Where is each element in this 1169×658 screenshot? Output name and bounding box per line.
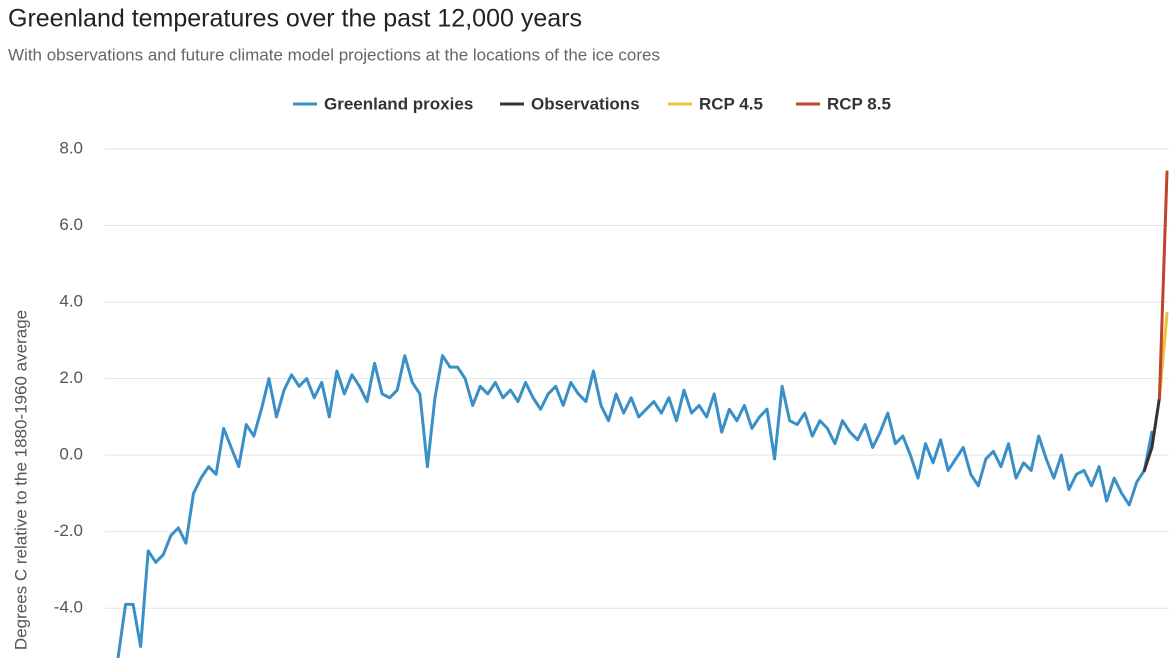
line-series <box>116 354 1154 658</box>
line-series <box>1157 170 1169 400</box>
chart-title: Greenland temperatures over the past 12,… <box>8 5 582 33</box>
legend: Greenland proxies Observations RCP 4.5 RCP … <box>293 94 891 113</box>
chart-subtitle: With observations and future climate mod… <box>8 45 660 64</box>
y-tick-label: 4.0 <box>59 292 83 311</box>
y-tick-label: 2.0 <box>59 368 83 387</box>
grid: -4.0 -2.0 0.0 2.0 4.0 6.0 8.0 <box>54 138 1169 617</box>
y-axis-label: Degrees C relative to the 1880-1960 aver… <box>11 310 30 650</box>
y-tick-label: 6.0 <box>59 215 83 234</box>
y-tick-label: 8.0 <box>59 138 83 157</box>
y-tick-label: 0.0 <box>59 445 83 464</box>
legend-label: RCP 4.5 <box>699 94 763 113</box>
legend-label: Observations <box>531 94 640 113</box>
legend-label: RCP 8.5 <box>827 94 891 113</box>
plot-area <box>116 170 1169 658</box>
y-tick-label: -2.0 <box>54 521 83 540</box>
legend-label: Greenland proxies <box>324 94 473 113</box>
line-series <box>1142 396 1161 472</box>
y-tick-label: -4.0 <box>54 598 83 617</box>
